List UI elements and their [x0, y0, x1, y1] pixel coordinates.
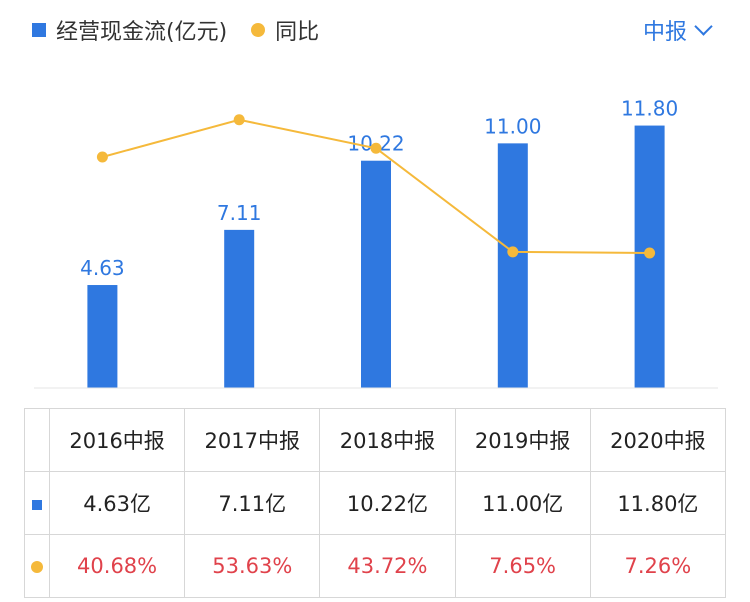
table-value-cell: 4.63亿	[48, 471, 186, 535]
bar-row-marker	[32, 500, 42, 510]
table-value-cell: 11.80亿	[589, 471, 727, 535]
chart-legend: 经营现金流(亿元) 同比	[32, 14, 319, 46]
table-pct-cell: 40.68%	[48, 534, 186, 598]
yoy-point	[233, 114, 245, 126]
table-header-cell: 2017中报	[184, 408, 321, 472]
bar-2017中报	[224, 229, 255, 388]
table-value-cell: 11.00亿	[454, 471, 591, 535]
bar-2016中报	[87, 285, 118, 388]
line-row-marker	[31, 561, 43, 573]
period-selector-label[interactable]: 中报	[642, 20, 687, 45]
table-pct-cell: 7.26%	[589, 534, 727, 598]
chevron-down-icon[interactable]	[694, 17, 713, 36]
yoy-point	[644, 247, 656, 259]
bar-value-label: 11.00	[484, 114, 541, 138]
table-header-cell: 2018中报	[319, 408, 456, 472]
yoy-points	[96, 114, 656, 259]
table-header-cell: 2020中报	[589, 408, 727, 472]
table-header-cell: 2016中报	[48, 408, 186, 472]
yoy-point	[96, 151, 108, 163]
table-row-key-cell	[24, 471, 50, 535]
bar-2018中报	[361, 160, 391, 388]
bar-legend-label: 经营现金流(亿元)	[56, 20, 228, 45]
table-pct-cell: 53.63%	[184, 534, 321, 598]
table-row-key-cell	[24, 534, 50, 598]
bar-value-label: 7.11	[217, 201, 262, 225]
table-corner-cell	[24, 408, 50, 472]
bar-value-label: 4.63	[80, 256, 125, 280]
table-value-cell: 10.22亿	[319, 471, 456, 535]
bar-legend-swatch	[32, 23, 46, 37]
table-value-cell: 7.11亿	[184, 471, 321, 535]
data-table: 2016中报 2017中报 2018中报 2019中报 2020中报 4.63亿…	[24, 408, 727, 598]
table-pct-cell: 7.65%	[454, 534, 591, 598]
table-pct-row: 40.68% 53.63% 43.72% 7.65% 7.26%	[24, 534, 727, 598]
bar-2019中报	[497, 143, 528, 388]
period-selector[interactable]: 中报	[642, 14, 713, 46]
bar-value-label: 11.80	[621, 97, 678, 121]
line-legend-label: 同比	[275, 20, 320, 45]
table-pct-cell: 43.72%	[319, 534, 456, 598]
table-header-row: 2016中报 2017中报 2018中报 2019中报 2020中报	[24, 408, 727, 472]
yoy-point	[370, 142, 382, 154]
table-header-cell: 2019中报	[454, 408, 591, 472]
line-legend-swatch	[251, 23, 266, 37]
table-value-row: 4.63亿 7.11亿 10.22亿 11.00亿 11.80亿	[24, 471, 727, 535]
yoy-point	[507, 246, 519, 258]
